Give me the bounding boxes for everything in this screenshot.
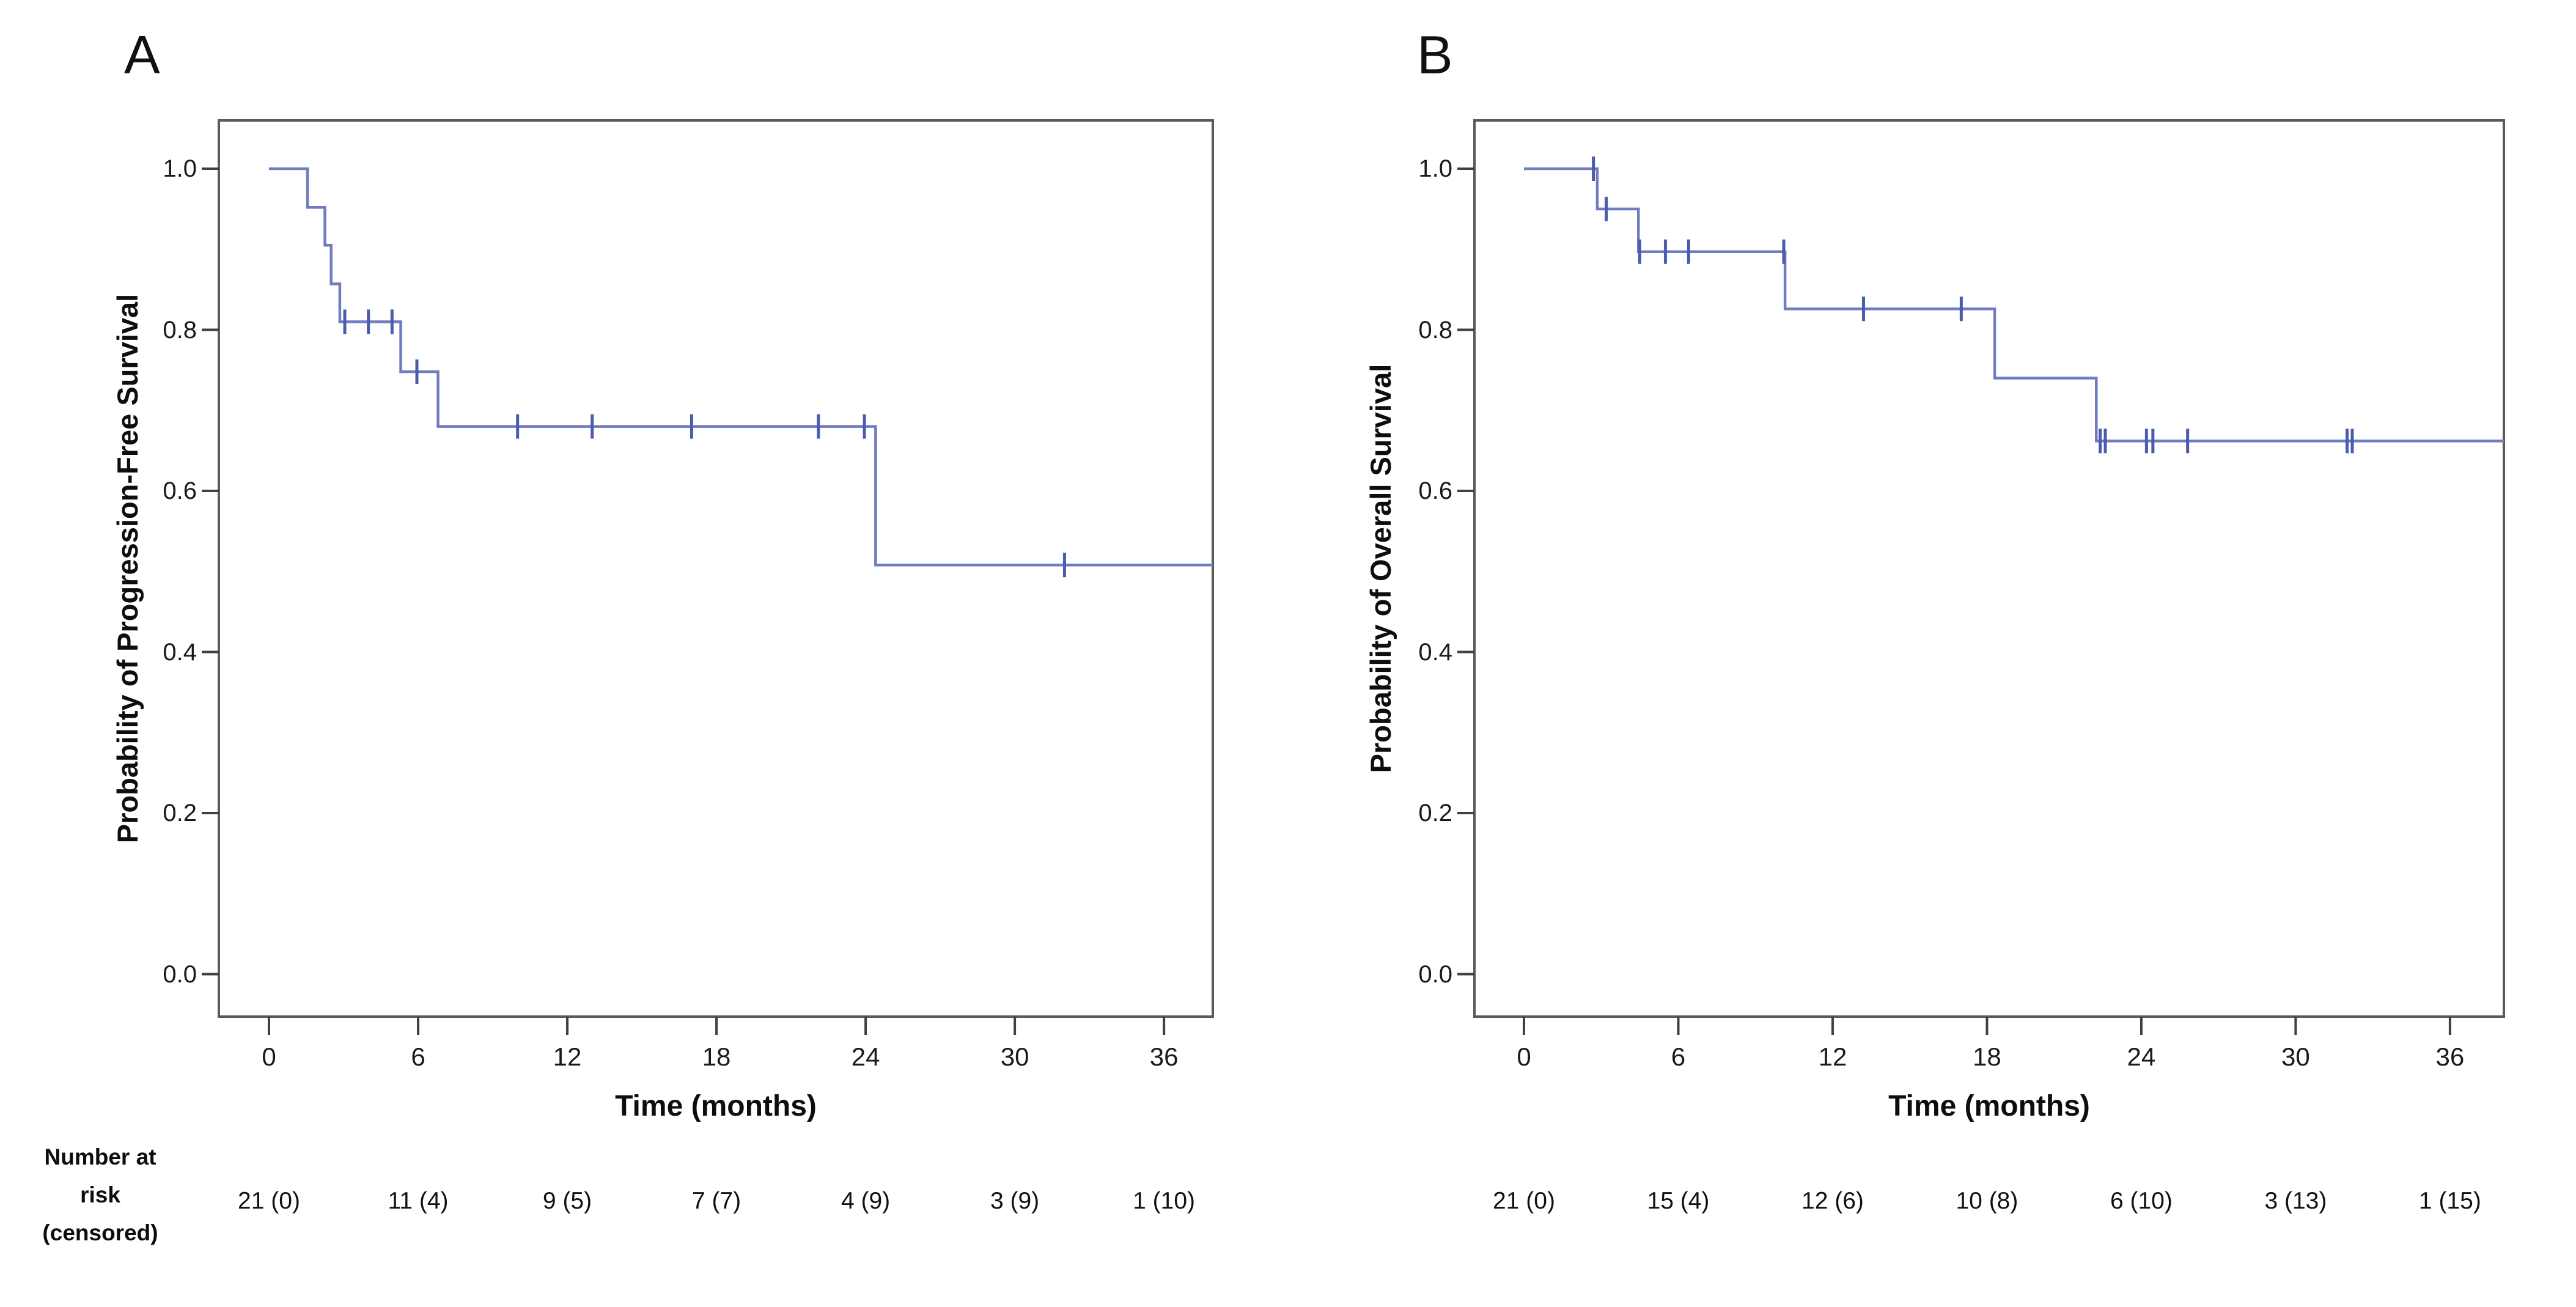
y-tick-label-a: 0.4 xyxy=(163,638,197,666)
x-tick-label-b: 24 xyxy=(2127,1042,2156,1071)
x-tick-label-b: 6 xyxy=(1671,1042,1686,1071)
x-tick-label-a: 6 xyxy=(411,1042,425,1071)
x-tick-label-b: 30 xyxy=(2281,1042,2310,1071)
number-at-risk-value-b: 1 (15) xyxy=(2418,1188,2481,1214)
number-at-risk-label-line3: (censored) xyxy=(42,1220,158,1245)
number-at-risk-value-b: 21 (0) xyxy=(1493,1188,1555,1214)
number-at-risk-value-a: 1 (10) xyxy=(1133,1188,1196,1214)
x-tick-label-a: 18 xyxy=(702,1042,731,1071)
y-tick-label-a: 0.6 xyxy=(163,477,197,504)
number-at-risk-value-b: 3 (13) xyxy=(2264,1188,2327,1214)
survival-curve-a xyxy=(269,167,1213,567)
number-at-risk-value-a: 11 (4) xyxy=(388,1188,449,1214)
panel-a-label: A xyxy=(124,24,160,85)
y-tick-label-a: 0.2 xyxy=(163,800,197,827)
x-tick-label-a: 12 xyxy=(553,1042,582,1071)
number-at-risk-label: Number at risk (censored) xyxy=(21,1138,180,1252)
panel-b-x-axis-title: Time (months) xyxy=(1888,1090,2090,1122)
number-at-risk-value-a: 21 (0) xyxy=(238,1188,300,1214)
number-at-risk-value-a: 9 (5) xyxy=(542,1188,592,1214)
y-tick-label-b: 1.0 xyxy=(1418,155,1452,182)
y-tick-label-a: 1.0 xyxy=(163,155,197,182)
y-tick-label-a: 0.8 xyxy=(163,316,197,344)
x-tick-label-b: 0 xyxy=(1517,1042,1531,1071)
x-tick-label-a: 24 xyxy=(851,1042,880,1071)
y-tick-label-b: 0.0 xyxy=(1418,960,1452,988)
y-tick-label-a: 0.0 xyxy=(163,960,197,988)
number-at-risk-value-a: 3 (9) xyxy=(990,1188,1040,1214)
plot-box-b xyxy=(1473,119,2505,1018)
survival-curve-b xyxy=(1524,167,2504,443)
x-tick-label-b: 12 xyxy=(1818,1042,1847,1071)
x-tick-label-a: 30 xyxy=(1000,1042,1029,1071)
x-tick-label-a: 0 xyxy=(262,1042,276,1071)
number-at-risk-value-b: 6 (10) xyxy=(2110,1188,2173,1214)
number-at-risk-label-line2: risk xyxy=(80,1182,120,1207)
number-at-risk-value-a: 7 (7) xyxy=(691,1188,742,1214)
x-tick-label-b: 36 xyxy=(2435,1042,2465,1071)
number-at-risk-value-b: 10 (8) xyxy=(1956,1188,2018,1214)
panel-b-y-axis-title: Probability of Overall Survival xyxy=(1364,364,1397,773)
number-at-risk-value-b: 15 (4) xyxy=(1647,1188,1710,1214)
number-at-risk-value-a: 4 (9) xyxy=(841,1188,891,1214)
y-tick-label-b: 0.8 xyxy=(1418,316,1452,344)
number-at-risk-label-line1: Number at xyxy=(44,1144,156,1169)
panel-b-label: B xyxy=(1417,24,1453,85)
y-tick-label-b: 0.6 xyxy=(1418,477,1452,504)
x-tick-label-a: 36 xyxy=(1149,1042,1179,1071)
panel-a-y-axis-title: Probability of Progression-Free Survival xyxy=(111,293,144,844)
y-tick-label-b: 0.4 xyxy=(1418,638,1452,666)
y-tick-label-b: 0.2 xyxy=(1418,800,1452,827)
panel-a-x-axis-title: Time (months) xyxy=(615,1090,817,1122)
x-tick-label-b: 18 xyxy=(1973,1042,2001,1071)
number-at-risk-value-b: 12 (6) xyxy=(1801,1188,1864,1214)
